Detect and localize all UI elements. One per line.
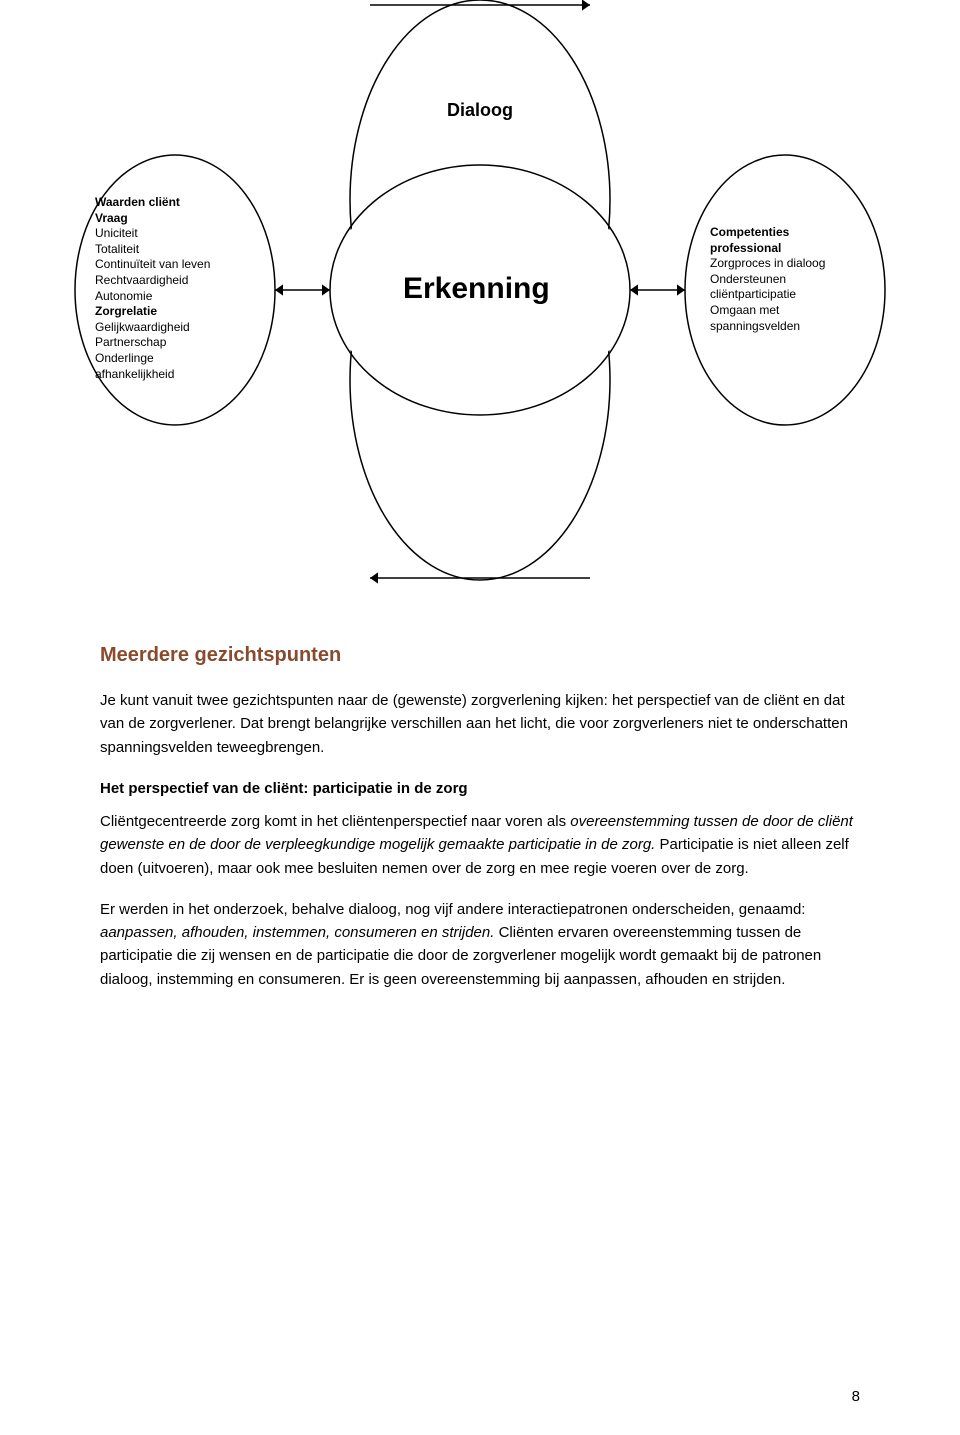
p3-part-a: Er werden in het onderzoek, behalve dial… xyxy=(100,901,805,918)
dialoog-label: Dialoog xyxy=(447,100,513,121)
p2-part-a: Cliëntgecentreerde zorg komt in het clië… xyxy=(100,813,570,830)
section-heading: Meerdere gezichtspunten xyxy=(100,640,860,671)
erkenning-label: Erkenning xyxy=(403,272,550,306)
paragraph-intro: Je kunt vanuit twee gezichtspunten naar … xyxy=(100,689,860,759)
document-body: Meerdere gezichtspunten Je kunt vanuit t… xyxy=(0,610,960,991)
right-node-content: CompetentiesprofessionalZorgproces in di… xyxy=(710,225,825,334)
paragraph-3: Er werden in het onderzoek, behalve dial… xyxy=(100,898,860,991)
paragraph-2: Cliëntgecentreerde zorg komt in het clië… xyxy=(100,810,860,880)
diagram-container: Dialoog Erkenning Waarden cliëntVraagUni… xyxy=(0,0,960,610)
subheading: Het perspectief van de cliënt: participa… xyxy=(100,777,860,800)
p3-emphasis: aanpassen, afhouden, instemmen, consumer… xyxy=(100,924,494,941)
left-node-content: Waarden cliëntVraagUniciteitTotaliteitCo… xyxy=(95,195,210,382)
page-number: 8 xyxy=(852,1388,860,1405)
